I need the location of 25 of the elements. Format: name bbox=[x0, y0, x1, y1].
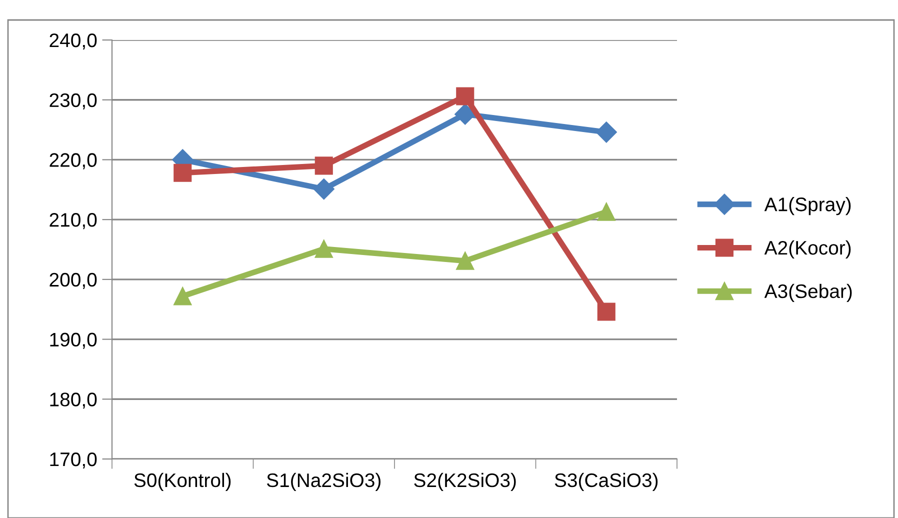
point bbox=[174, 164, 192, 182]
point bbox=[597, 302, 616, 321]
x-tick-label: S2(K2SiO3) bbox=[414, 472, 516, 492]
y-tick-label: 240,0 bbox=[50, 33, 97, 50]
legend-label: A3(Sebar) bbox=[764, 284, 852, 302]
y-tick-label: 180,0 bbox=[50, 392, 97, 409]
point bbox=[313, 178, 334, 200]
point bbox=[456, 252, 474, 270]
point bbox=[314, 240, 333, 258]
point bbox=[314, 156, 333, 175]
y-tick-label: 210,0 bbox=[50, 213, 97, 230]
x-tick-label: S0(Kontrol) bbox=[134, 472, 231, 492]
point bbox=[456, 87, 474, 106]
y-tick-label: 190,0 bbox=[50, 332, 97, 349]
legend-label: A2(Kocor) bbox=[764, 240, 851, 259]
y-tick-label: 170,0 bbox=[50, 452, 97, 469]
legend-label: A1(Spray) bbox=[764, 197, 851, 216]
y-tick-label: 220,0 bbox=[50, 153, 97, 170]
y-tick-label: 200,0 bbox=[50, 272, 97, 289]
x-tick-label: S3(CaSiO3) bbox=[554, 472, 658, 492]
point bbox=[596, 122, 617, 143]
x-tick-label: S1(Na2SiO3) bbox=[266, 472, 380, 492]
y-tick-label: 230,0 bbox=[50, 93, 97, 110]
point bbox=[174, 287, 192, 306]
point bbox=[597, 202, 616, 221]
